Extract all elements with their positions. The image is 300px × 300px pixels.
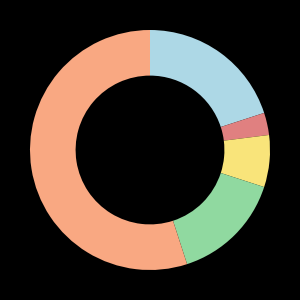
Wedge shape xyxy=(173,173,264,264)
Wedge shape xyxy=(221,135,270,187)
Wedge shape xyxy=(150,30,264,127)
Wedge shape xyxy=(30,30,187,270)
Wedge shape xyxy=(221,113,269,141)
